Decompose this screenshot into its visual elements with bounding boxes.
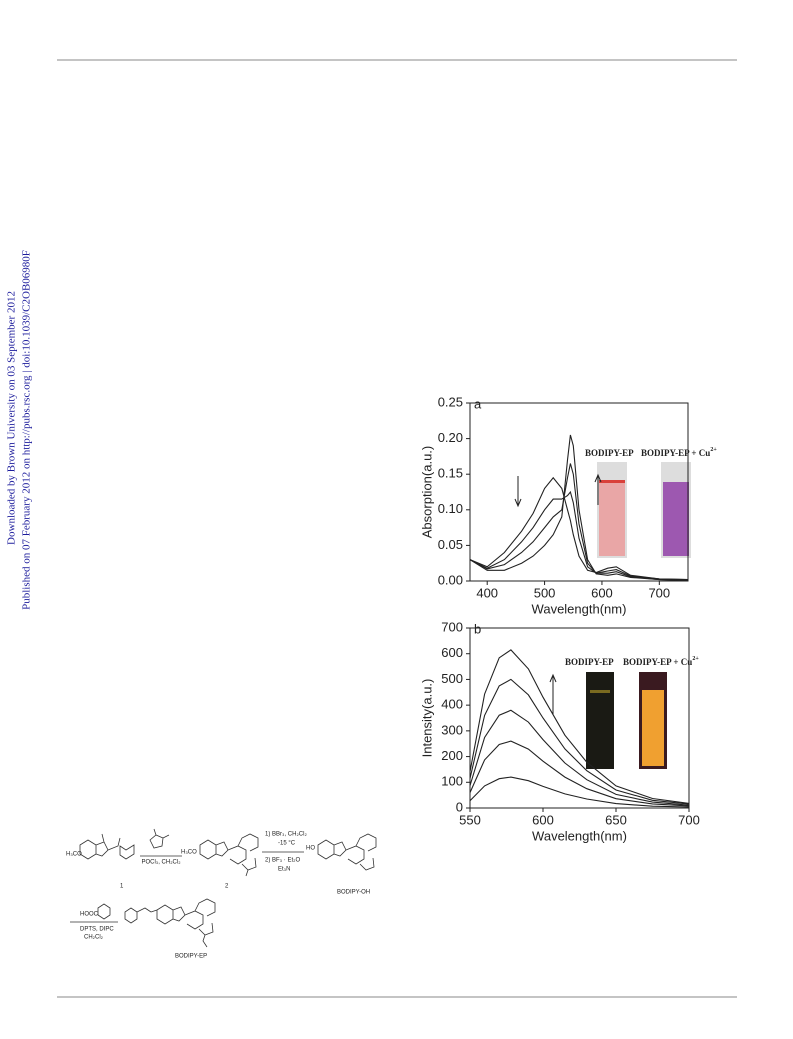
- y-tick-label: 0.20: [438, 430, 463, 445]
- structure-1: [79, 833, 135, 860]
- spectrum-line: [469, 740, 690, 807]
- x-tick-label: 550: [459, 812, 481, 827]
- publish-note: Published on 07 February 2012 on http://…: [21, 250, 33, 610]
- plot-frame: [469, 627, 690, 809]
- scheme-text: Et₃N: [278, 867, 290, 873]
- scheme-text: 1) BBr₃, CH₂Cl₂: [265, 832, 307, 838]
- scheme-label: BODIPY-EP: [175, 954, 207, 960]
- arrow-head: [594, 473, 602, 483]
- y-axis-label: Intensity(a.u.): [419, 679, 434, 758]
- inset-label: BODIPY-EP: [565, 657, 614, 667]
- panel-label: a: [474, 396, 482, 411]
- plot-frame: [469, 402, 689, 582]
- y-tick-label: 200: [441, 748, 463, 763]
- scheme-text: HOOC: [80, 912, 99, 918]
- vial-orange: [642, 690, 664, 766]
- arrow-head: [549, 673, 557, 683]
- inset-b: BODIPY-EP BODIPY-EP + Cu2+: [549, 656, 699, 769]
- spectrum-line: [469, 678, 690, 805]
- scheme-text: HO: [306, 846, 315, 852]
- y-tick-label: 500: [441, 671, 463, 686]
- pyridine: [97, 903, 111, 920]
- x-tick-label: 700: [678, 812, 700, 827]
- spectrum-line: [469, 476, 689, 581]
- y-tick-label: 0.00: [438, 572, 463, 587]
- y-tick-label: 0: [456, 799, 463, 814]
- x-tick-label: 600: [532, 812, 554, 827]
- scheme-text: H₃CO: [66, 852, 82, 858]
- spectrum-line: [469, 463, 689, 581]
- scheme-label: 2: [225, 884, 229, 890]
- inset-label: BODIPY-EP: [585, 448, 634, 458]
- x-tick-label: 500: [534, 585, 556, 600]
- scheme-label: BODIPY-OH: [337, 890, 370, 896]
- spectrum-line: [469, 776, 690, 808]
- x-tick-label: 700: [648, 585, 670, 600]
- download-note: Downloaded by Brown University on 03 Sep…: [6, 291, 18, 545]
- y-tick-label: 0.10: [438, 501, 463, 516]
- x-tick-label: 400: [476, 585, 498, 600]
- panel-label: b: [474, 621, 481, 636]
- vial-dark: [586, 672, 614, 769]
- pyrrole: [149, 828, 170, 849]
- x-tick-label: 650: [605, 812, 627, 827]
- inset-label: BODIPY-EP + Cu2+: [623, 656, 699, 667]
- y-tick-label: 400: [441, 697, 463, 712]
- y-axis-label: Absorption(a.u.): [419, 446, 434, 539]
- y-tick-label: 600: [441, 645, 463, 660]
- structure-oh: [317, 833, 377, 871]
- scheme-text: -15 °C: [278, 841, 296, 847]
- structure-ep: [124, 898, 216, 948]
- vial-pink: [599, 482, 625, 556]
- scheme-text: CH₂Cl₂: [84, 935, 104, 941]
- x-axis-label: Wavelength(nm): [532, 828, 627, 843]
- y-tick-label: 100: [441, 774, 463, 789]
- spectrum-line: [469, 709, 690, 806]
- scheme-label: 1: [120, 884, 124, 890]
- scheme-text: DPTS, DIPC: [80, 927, 114, 933]
- y-tick-label: 0.15: [438, 466, 463, 481]
- y-tick-label: 0.05: [438, 537, 463, 552]
- y-tick-label: 300: [441, 722, 463, 737]
- meniscus: [599, 480, 625, 483]
- structure-2: [199, 833, 259, 877]
- x-tick-label: 600: [591, 585, 613, 600]
- y-tick-label: 700: [441, 619, 463, 634]
- y-tick-label: 0.25: [438, 394, 463, 409]
- scheme: H₃CO 1 POCl₃, CH₂Cl₂ H₃CO 2 1) BBr₃, CH₂…: [66, 828, 377, 960]
- spectrum-line: [469, 434, 689, 581]
- spectrum-line: [469, 490, 689, 581]
- x-axis-label: Wavelength(nm): [532, 601, 627, 616]
- vial-purple: [663, 482, 689, 556]
- scheme-text: 2) BF₃ · Et₂O: [265, 858, 300, 864]
- arrow-head: [514, 498, 522, 508]
- meniscus: [590, 690, 610, 693]
- scheme-text: H₃CO: [181, 850, 197, 856]
- scheme-text: POCl₃, CH₂Cl₂: [141, 860, 181, 866]
- inset-label: BODIPY-EP + Cu2+: [641, 447, 717, 458]
- inset-a: BODIPY-EP BODIPY-EP + Cu2+: [514, 447, 717, 558]
- spectrum-line: [469, 649, 690, 804]
